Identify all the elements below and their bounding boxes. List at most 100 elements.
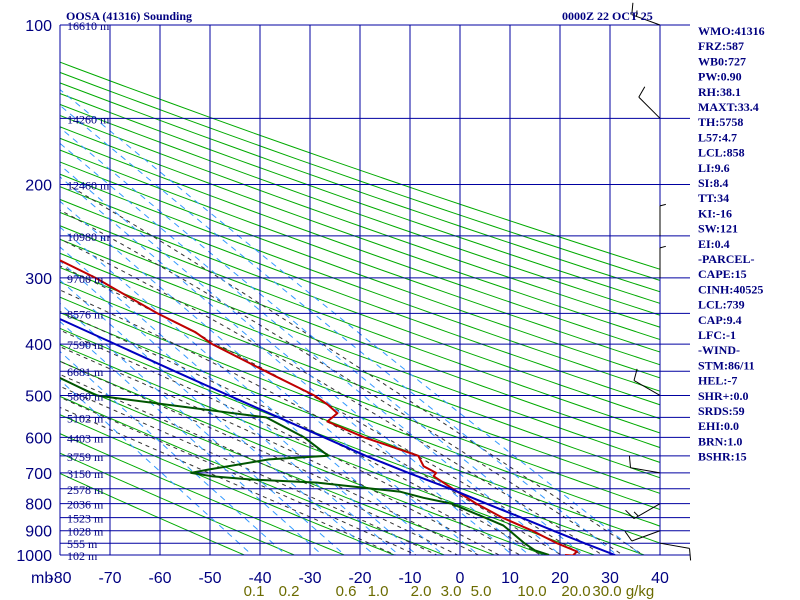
mixing-ratio-line (60, 246, 418, 555)
index-value: SRDS:59 (698, 404, 745, 418)
temperature-tick-label: 30 (601, 570, 619, 587)
mixing-ratio-line (60, 260, 400, 555)
height-label: 5860 m (67, 389, 104, 403)
dry-adiabat-line (60, 137, 660, 353)
mixing-ratio-line (60, 200, 480, 555)
wind-barb-flag (689, 548, 692, 561)
dry-adiabat-line (60, 103, 660, 316)
height-label: 8576 m (67, 307, 104, 321)
dry-adiabat-line (60, 267, 660, 494)
height-label: 3150 m (67, 467, 104, 481)
index-value: BRN:1.0 (698, 434, 742, 448)
dry-adiabat-line (60, 414, 396, 555)
mixing-ratio-label: 0.6 (336, 583, 357, 600)
height-label: 1523 m (67, 512, 104, 526)
index-value: MAXT:33.4 (698, 100, 759, 114)
temperature-tick-label: -20 (348, 570, 371, 587)
height-label: 102 m (67, 549, 98, 563)
temperature-tick-label: -70 (98, 570, 121, 587)
height-label: 7590 m (67, 338, 104, 352)
mixing-ratio-label: 2.0 (411, 583, 432, 600)
mixing-ratio-lines (60, 88, 643, 555)
pressure-tick-label: 500 (25, 388, 52, 405)
dry-adiabat-line (60, 61, 660, 270)
mixing-ratio-line (60, 176, 514, 555)
dry-adiabat-line (60, 225, 660, 449)
height-label: 12460 m (67, 179, 110, 193)
index-value: -WIND- (698, 343, 740, 357)
mixing-ratio-label: 0.2 (279, 583, 300, 600)
temperature-tick-label: -80 (48, 570, 71, 587)
index-value: CINH:40525 (698, 282, 763, 296)
dry-adiabat-line (60, 395, 446, 555)
mixing-ratio-line (60, 379, 253, 555)
wind-barb-staff (631, 14, 661, 26)
temperature-axis-labels: -80 -70 -60 -50 -40 -30 -20 -10 0 10 20 30 40 (48, 570, 669, 587)
temperature-tick-label: 10 (501, 570, 519, 587)
pressure-tick-label: 300 (25, 271, 52, 288)
wind-barb-staff (633, 380, 661, 396)
wind-barb-flag (638, 86, 646, 98)
pressure-tick-label: 1000 (16, 548, 52, 565)
height-label: 5102 m (67, 411, 104, 425)
dry-adiabat-line (60, 161, 660, 379)
index-value: BSHR:15 (698, 450, 747, 464)
height-label: 1028 m (67, 525, 104, 539)
temperature-trace (60, 259, 578, 555)
temperature-tick-label: -50 (198, 570, 221, 587)
height-label: 2036 m (67, 498, 104, 512)
dry-adiabat-line (60, 211, 660, 434)
pressure-tick-label: 800 (25, 497, 52, 514)
pressure-tick-label: 100 (25, 18, 52, 35)
mixing-ratio-line (60, 279, 376, 555)
wind-barb-staff (630, 467, 661, 474)
index-value: CAPE:15 (698, 267, 747, 281)
dry-adiabat-line (60, 452, 296, 555)
moist-adiabat-line (60, 310, 542, 555)
height-label: 9700 m (67, 272, 104, 286)
mixing-ratio-line (60, 88, 643, 555)
index-value: LFC:-1 (698, 328, 736, 342)
wind-barb-staff (638, 96, 661, 119)
index-value: EHI:0.0 (698, 419, 739, 433)
mixing-ratio-label: 3.0 (441, 583, 462, 600)
index-value: WB0:727 (698, 54, 746, 68)
dry-adiabat-line (60, 126, 660, 341)
mixing-ratio-line (60, 320, 324, 555)
pressure-tick-label: 600 (25, 430, 52, 447)
temperature-tick-label: -40 (248, 570, 271, 587)
grid-lines (59, 24, 690, 556)
dry-adiabat-line (60, 472, 246, 555)
temperature-tick-label: 20 (551, 570, 569, 587)
dry-adiabat-line (60, 238, 660, 463)
moist-adiabat-line (60, 385, 438, 555)
dry-adiabat-line (60, 433, 346, 555)
dry-adiabat-line (60, 198, 660, 420)
wind-barb-flag (631, 2, 634, 15)
temperature-tick-label: 40 (651, 570, 669, 587)
height-label: 2578 m (67, 483, 104, 497)
index-value: TT:34 (698, 191, 729, 205)
dry-adiabat-line (60, 186, 660, 406)
dry-adiabat-line (60, 71, 660, 281)
dry-adiabat-line (60, 296, 660, 527)
height-label: 16610 m (67, 19, 110, 33)
index-value: KI:-16 (698, 206, 732, 220)
mixing-ratio-label: 1.0 (368, 583, 389, 600)
mixing-ratio-label: 10.0 (517, 583, 546, 600)
index-value: LCL:739 (698, 298, 745, 312)
height-label: 4403 m (67, 431, 104, 445)
index-value: EI:0.4 (698, 237, 730, 251)
pressure-tick-label: 900 (25, 524, 52, 541)
index-value: SI:8.4 (698, 176, 728, 190)
index-value: LCL:858 (698, 146, 745, 160)
index-value: PW:0.90 (698, 70, 742, 84)
wind-barbs (624, 2, 692, 561)
pressure-tick-label: 400 (25, 337, 52, 354)
dry-adiabat-line (60, 252, 660, 479)
moist-adiabat-line (60, 346, 501, 555)
chart-datetime: 0000Z 22 OCT 25 (562, 9, 653, 23)
mixing-ratio-labels: 0.1 0.2 0.6 1.0 2.0 3.0 5.0 10.0 20.0 30.0 g/kg (244, 583, 655, 600)
wind-barb-flag (633, 511, 639, 517)
parcel-trace (60, 317, 616, 555)
